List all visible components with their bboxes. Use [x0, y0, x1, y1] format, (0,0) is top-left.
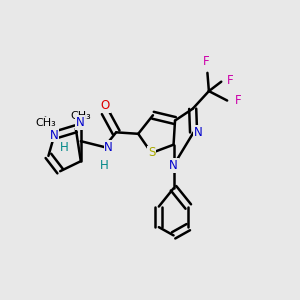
Text: N: N — [50, 129, 59, 142]
Text: F: F — [235, 94, 241, 107]
Text: N: N — [76, 116, 85, 129]
Text: F: F — [227, 74, 234, 87]
Text: N: N — [169, 159, 178, 172]
Text: N: N — [194, 126, 202, 139]
Text: S: S — [148, 146, 155, 159]
Text: H: H — [100, 159, 109, 172]
Text: N: N — [104, 141, 113, 154]
Text: CH₃: CH₃ — [35, 118, 56, 128]
Text: CH₃: CH₃ — [70, 111, 91, 121]
Text: O: O — [100, 99, 110, 112]
Text: F: F — [202, 56, 209, 68]
Text: H: H — [60, 141, 69, 154]
